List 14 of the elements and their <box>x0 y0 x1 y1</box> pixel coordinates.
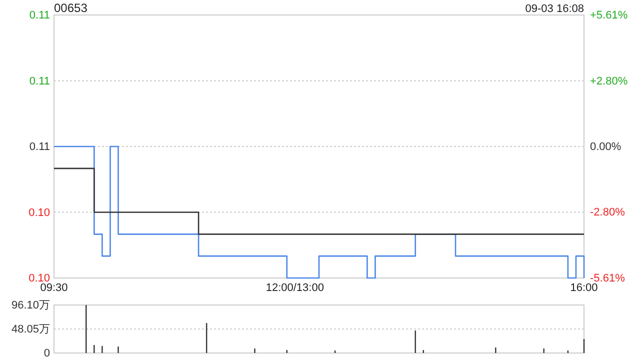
y2-tick-label: 0.00% <box>590 141 622 154</box>
chart-title: 00653 <box>54 1 88 15</box>
x-tick-label: 12:00/13:00 <box>266 282 324 294</box>
y-tick-label: 0.10 <box>28 206 50 219</box>
y-tick-label: 0.11 <box>29 141 50 154</box>
y2-tick-label: +2.80% <box>590 75 628 88</box>
y-tick-label: 0 <box>44 348 50 360</box>
y-tick-label: 96.10万 <box>11 300 50 312</box>
y2-tick-label: -2.80% <box>590 206 626 219</box>
y-tick-label: 0.11 <box>29 75 50 88</box>
annotation: 09-03 16:08 <box>525 3 584 15</box>
y2-tick-label: +5.61% <box>590 10 628 22</box>
y-tick-label: 48.05万 <box>11 324 50 336</box>
y-tick-label: 0.11 <box>29 10 50 22</box>
